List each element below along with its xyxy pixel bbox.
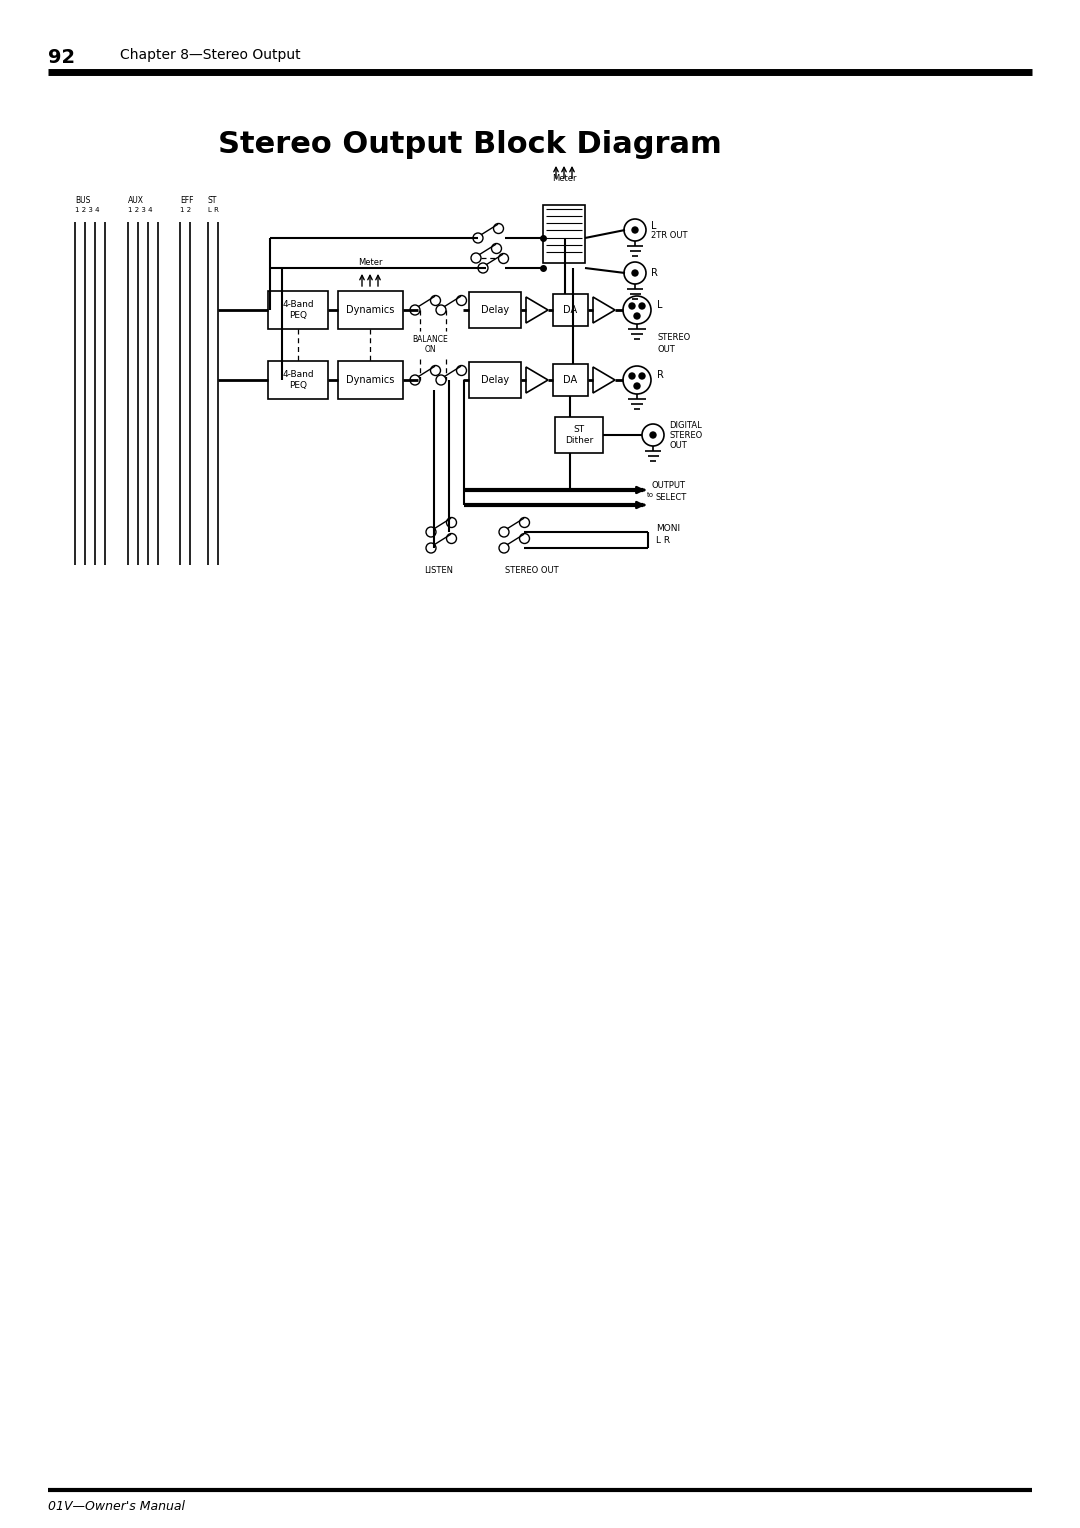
Text: ST
Dither: ST Dither xyxy=(565,425,593,445)
Circle shape xyxy=(650,432,656,439)
Text: STEREO: STEREO xyxy=(669,431,702,440)
Text: 4-Band
PEQ: 4-Band PEQ xyxy=(282,370,314,390)
Circle shape xyxy=(629,373,635,379)
Text: 92: 92 xyxy=(48,47,76,67)
Text: DIGITAL: DIGITAL xyxy=(669,420,702,429)
Text: STEREO: STEREO xyxy=(657,333,690,341)
Text: DA: DA xyxy=(564,374,578,385)
Bar xyxy=(268,290,328,329)
Text: L R: L R xyxy=(656,536,670,545)
Text: 01V—Owner's Manual: 01V—Owner's Manual xyxy=(48,1500,185,1513)
Text: Meter: Meter xyxy=(552,174,577,183)
Text: 4-Band
PEQ: 4-Band PEQ xyxy=(282,301,314,319)
Text: LISTEN: LISTEN xyxy=(424,565,454,575)
Circle shape xyxy=(632,270,638,277)
Text: 1 2 3 4: 1 2 3 4 xyxy=(75,206,99,212)
Bar xyxy=(338,361,403,399)
Circle shape xyxy=(634,313,640,319)
Text: Dynamics: Dynamics xyxy=(347,306,394,315)
Bar xyxy=(555,417,603,452)
Text: Dynamics: Dynamics xyxy=(347,374,394,385)
Text: Meter: Meter xyxy=(357,258,382,267)
Text: to: to xyxy=(647,492,654,498)
Circle shape xyxy=(639,373,645,379)
Text: MONI: MONI xyxy=(656,524,680,533)
Circle shape xyxy=(639,303,645,309)
Text: BUS: BUS xyxy=(75,196,91,205)
Bar xyxy=(338,290,403,329)
Bar xyxy=(543,205,585,263)
Text: Chapter 8—Stereo Output: Chapter 8—Stereo Output xyxy=(120,47,300,63)
Bar xyxy=(553,364,588,396)
Bar xyxy=(553,293,588,325)
Text: BALANCE: BALANCE xyxy=(413,335,448,344)
Text: L: L xyxy=(651,222,657,231)
Text: 1 2: 1 2 xyxy=(180,206,191,212)
Text: EFF: EFF xyxy=(180,196,193,205)
Text: SELECT: SELECT xyxy=(654,494,686,503)
Text: R: R xyxy=(651,267,658,278)
Text: Stereo Output Block Diagram: Stereo Output Block Diagram xyxy=(218,130,721,159)
Text: Delay: Delay xyxy=(481,306,509,315)
Text: OUT: OUT xyxy=(657,344,675,353)
Text: L: L xyxy=(657,299,662,310)
Text: OUT: OUT xyxy=(669,440,687,449)
Text: ST: ST xyxy=(208,196,217,205)
Bar xyxy=(469,292,521,329)
Circle shape xyxy=(634,384,640,390)
Text: ON: ON xyxy=(424,345,436,354)
Bar xyxy=(268,361,328,399)
Text: L R: L R xyxy=(208,206,219,212)
Text: 1 2 3 4: 1 2 3 4 xyxy=(129,206,152,212)
Text: OUTPUT: OUTPUT xyxy=(651,480,685,489)
Text: STEREO OUT: STEREO OUT xyxy=(505,565,558,575)
Text: DA: DA xyxy=(564,306,578,315)
Circle shape xyxy=(632,228,638,232)
Text: AUX: AUX xyxy=(129,196,144,205)
Text: R: R xyxy=(657,370,664,380)
Bar xyxy=(469,362,521,397)
Text: Delay: Delay xyxy=(481,374,509,385)
Text: 2TR OUT: 2TR OUT xyxy=(651,231,688,240)
Circle shape xyxy=(629,303,635,309)
